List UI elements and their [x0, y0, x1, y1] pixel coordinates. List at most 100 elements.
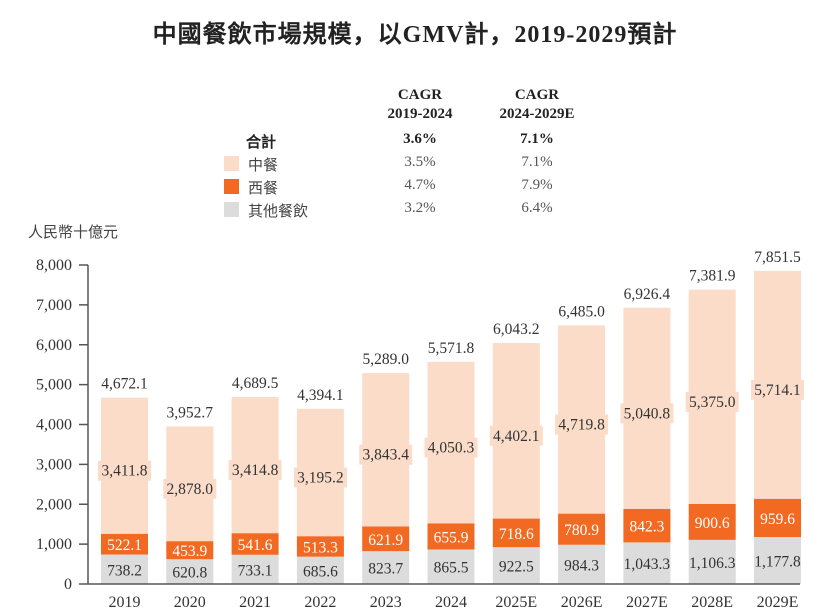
bar-value-label: 922.5 [499, 559, 534, 576]
bar-total-label: 5,289.0 [362, 351, 409, 368]
legend-label: 其他餐飲 [248, 202, 309, 220]
bar-value-label: 823.7 [368, 561, 403, 578]
chart-title: 中國餐飲市場規模，以GMV計，2019-2029預計 [0, 14, 830, 49]
legend-swatch-chinese [224, 156, 239, 171]
bar-value-label: 4,719.8 [558, 417, 605, 434]
legend-label: 西餐 [248, 179, 279, 197]
bar-value-label: 959.6 [760, 511, 795, 528]
bar-segment-other [427, 549, 475, 584]
x-tick-label: 2019 [109, 594, 141, 611]
title-gmv: GMV [402, 22, 465, 48]
legend-cagr1: 4.7% [404, 177, 436, 193]
bar-segment-western [492, 518, 540, 548]
legend-cagr2: 6.4% [521, 200, 553, 216]
x-tick-label: 2025E [495, 594, 537, 611]
bar-value-label: 780.9 [564, 522, 599, 539]
bar-label-bg [489, 425, 543, 446]
cagr-header-label: CAGR [397, 87, 443, 103]
bar-value-label: 5,040.8 [624, 405, 671, 422]
bar-segment-western [362, 526, 410, 552]
title-years: 2019-2029 [514, 22, 628, 48]
x-tick-label: 2027E [626, 594, 668, 611]
bar-total-label: 6,485.0 [558, 303, 605, 320]
bar-value-label: 453.9 [172, 543, 207, 560]
bar-value-label: 4,050.3 [428, 440, 475, 457]
bar-value-label: 865.5 [434, 560, 469, 577]
bar-segment-western [101, 533, 148, 555]
y-tick-label: 2,000 [36, 496, 72, 513]
title-mid: 計， [464, 20, 515, 48]
y-tick-label: 7,000 [36, 297, 72, 314]
bar-value-label: 1,177.8 [754, 554, 801, 571]
bar-label-bg [685, 391, 739, 412]
y-axis-unit-label: 人民幣十億元 [28, 223, 119, 241]
legend-cagr2: 7.1% [521, 154, 553, 170]
bar-total-label: 4,394.1 [297, 387, 344, 404]
bar-segment-western [427, 523, 475, 550]
bar-value-label: 541.6 [238, 537, 273, 554]
x-tick-label: 2020 [174, 594, 206, 611]
bar-value-label: 621.9 [368, 532, 403, 549]
bar-value-label: 2,878.0 [167, 481, 214, 498]
bar-label-bg [620, 403, 674, 424]
bar-value-label: 3,411.8 [102, 463, 148, 480]
bar-segment-western [296, 536, 344, 557]
bar-label-bg [359, 444, 413, 465]
bar-segment-other [492, 547, 540, 584]
cagr-header-2024-2029: CAGR 2024-2029E [482, 86, 592, 124]
bar-value-label: 3,414.8 [232, 462, 279, 479]
bar-label-bg [228, 460, 282, 481]
x-tick-label: 2023 [370, 594, 402, 611]
bar-segment-other [754, 537, 801, 584]
bar-segment-other [558, 544, 606, 584]
y-tick-label: 3,000 [36, 456, 72, 473]
bar-value-label: 655.9 [434, 529, 469, 546]
title-prefix: 中國餐飲市場規模，以 [152, 20, 403, 48]
x-tick-label: 2028E [691, 594, 733, 611]
bar-value-label: 900.6 [695, 515, 730, 532]
bar-segment-other [623, 542, 671, 584]
y-tick-label: 8,000 [36, 257, 72, 274]
legend-cagr1: 3.5% [404, 154, 436, 170]
bar-total-label: 5,571.8 [428, 340, 475, 357]
legend-label: 合計 [246, 133, 277, 151]
bar-total-label: 6,926.4 [624, 286, 671, 303]
bar-value-label: 4,402.1 [493, 428, 540, 445]
bar-value-label: 738.2 [107, 562, 142, 579]
bar-segment-western [558, 513, 606, 545]
bar-value-label: 1,106.3 [689, 555, 736, 572]
bar-value-label: 842.3 [629, 519, 664, 536]
bar-label-bg [751, 379, 804, 400]
y-tick-label: 0 [64, 576, 72, 593]
bar-label-bg [424, 437, 478, 458]
bar-total-label: 7,381.9 [689, 268, 736, 285]
x-tick-label: 2022 [304, 594, 336, 611]
bar-segment-western [754, 498, 801, 538]
bar-segment-western [623, 508, 671, 543]
bar-segment-western [688, 503, 736, 540]
bar-segment-western [231, 533, 279, 555]
legend-cagr1: 3.6% [403, 131, 437, 147]
bar-label-bg [98, 460, 151, 481]
bar-value-label: 522.1 [107, 537, 142, 554]
legend-label: 中餐 [248, 156, 279, 174]
legend-swatch-western [224, 179, 239, 194]
bar-segment-other [101, 554, 148, 584]
bar-total-label: 7,851.5 [754, 249, 801, 266]
bar-value-label: 3,843.4 [362, 447, 409, 464]
bar-value-label: 733.1 [238, 562, 273, 579]
legend-cagr2: 7.9% [521, 177, 553, 193]
x-tick-label: 2026E [561, 594, 603, 611]
y-tick-label: 1,000 [36, 536, 72, 553]
bar-label-bg [555, 414, 609, 435]
bar-value-label: 3,195.2 [297, 469, 344, 486]
y-tick-label: 4,000 [36, 417, 72, 434]
bar-total-label: 6,043.2 [493, 321, 540, 338]
bar-total-label: 4,689.5 [232, 375, 279, 392]
bar-value-label: 984.3 [564, 557, 599, 574]
bar-segment-other [231, 554, 279, 584]
x-tick-label: 2029E [757, 594, 799, 611]
bar-value-label: 5,375.0 [689, 394, 736, 411]
bar-value-label: 1,043.3 [624, 556, 671, 573]
